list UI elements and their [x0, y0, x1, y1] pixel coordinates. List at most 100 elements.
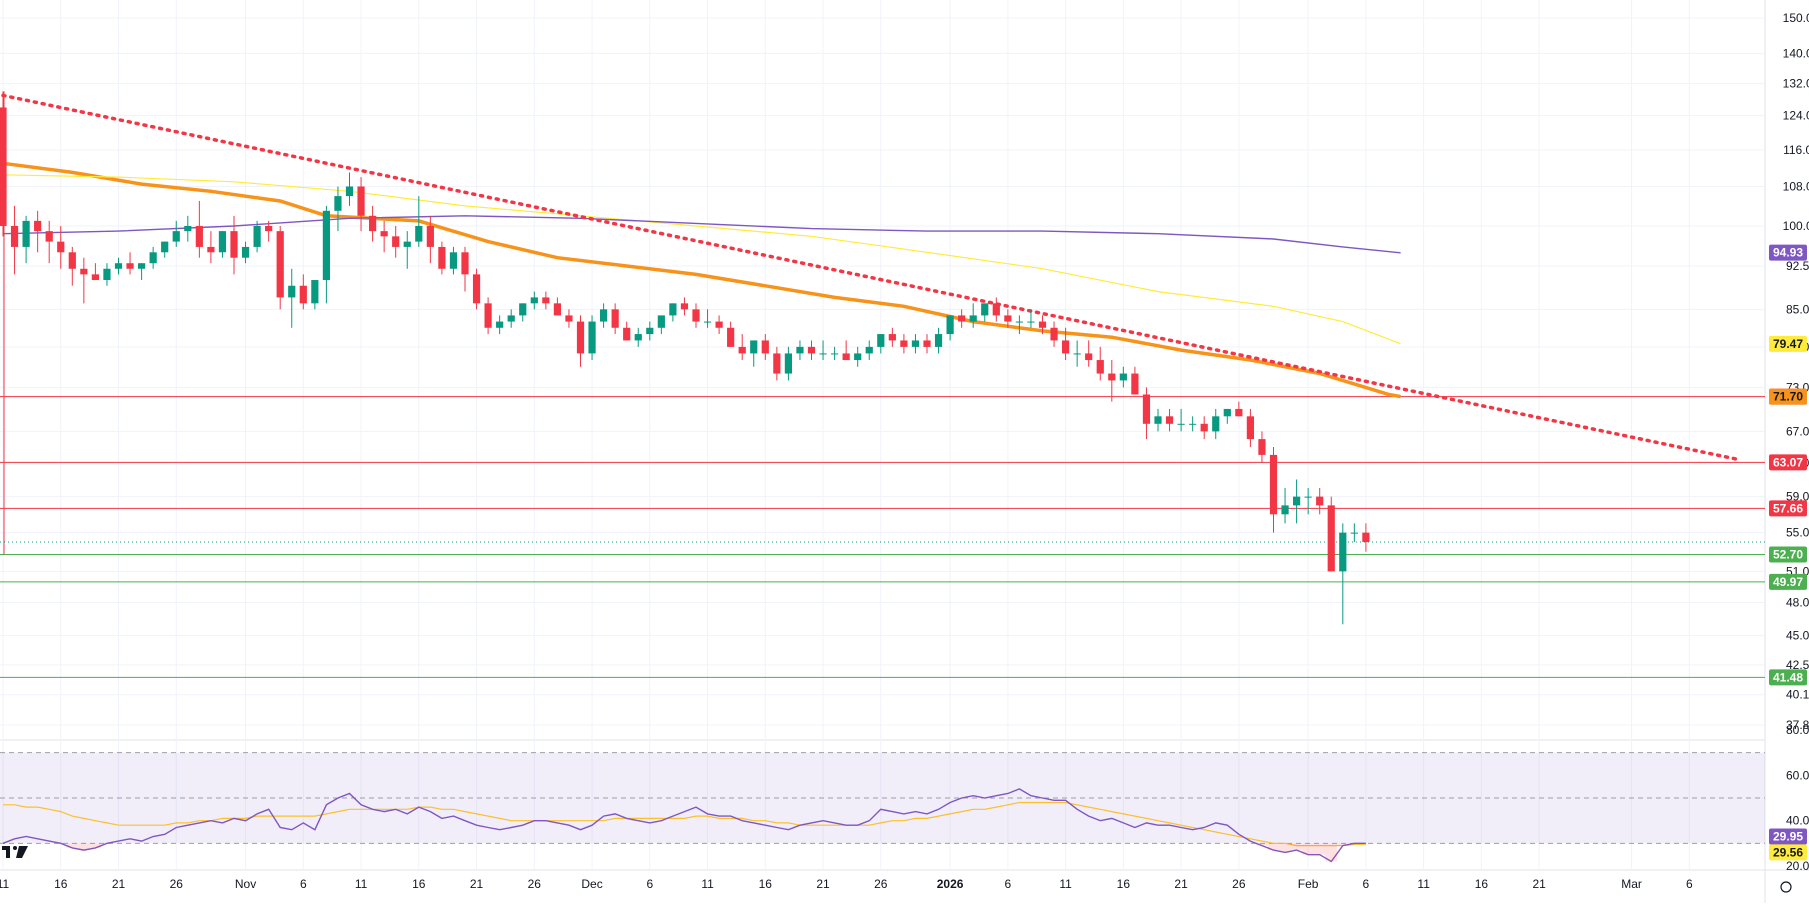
rsi-tick-label: 20.00: [1786, 859, 1809, 873]
candle-body: [161, 241, 169, 253]
badge-text: 94.93: [1773, 246, 1803, 260]
price-tick-label: 100.00: [1783, 219, 1809, 233]
date-label: 16: [1117, 877, 1131, 891]
date-label: 11: [0, 877, 10, 891]
candle: [403, 231, 411, 269]
candle: [380, 220, 388, 253]
candle-body: [1281, 505, 1289, 515]
candle-body: [1119, 373, 1127, 381]
price-tick-label: 132.00: [1783, 77, 1809, 91]
candle: [934, 327, 943, 354]
price-level-badge: 41.48: [1769, 669, 1807, 686]
candle-body: [553, 303, 561, 316]
settings-icon[interactable]: [1780, 881, 1792, 893]
date-label: 16: [412, 877, 426, 891]
badge-text: 52.70: [1773, 548, 1803, 562]
date-label: 11: [1417, 877, 1430, 891]
candle-body: [692, 309, 700, 322]
candle-body: [946, 315, 954, 335]
candle-body: [380, 231, 388, 237]
rsi-oversold-fill: [1290, 843, 1303, 851]
candle: [34, 210, 42, 253]
candle: [276, 225, 284, 310]
candle: [57, 225, 65, 269]
candle: [623, 321, 631, 341]
candle-body: [992, 303, 1000, 316]
candle: [1189, 416, 1197, 432]
moving-averages: [1, 93, 1738, 461]
candle: [1142, 387, 1151, 440]
candle-body: [1339, 532, 1347, 572]
candle: [322, 205, 330, 304]
candle: [553, 297, 561, 316]
candle: [195, 200, 203, 258]
candle-body: [657, 315, 665, 328]
candle: [184, 215, 192, 242]
candle: [45, 220, 53, 264]
date-label: Mar: [1621, 877, 1642, 891]
candle: [1258, 431, 1266, 463]
price-axis[interactable]: 150.00 140.00 132.00 124.00 116.00 108.00 100.…: [1769, 11, 1809, 873]
price-level-badge: 52.70: [1769, 546, 1807, 563]
badge-bg: [1769, 244, 1807, 261]
candle: [369, 205, 377, 242]
candle: [1119, 366, 1127, 388]
candle: [1015, 315, 1023, 335]
candle-body: [1327, 505, 1335, 572]
candle-body: [392, 236, 400, 247]
badge-bg: [1769, 546, 1807, 563]
candle-body: [288, 285, 296, 298]
sma100-line: [2, 174, 1401, 345]
rsi-oversold-fill: [1313, 843, 1326, 855]
candle-body: [1142, 394, 1151, 424]
candle: [1316, 488, 1324, 515]
price-tick-label: 55.00: [1786, 526, 1809, 540]
date-label: 21: [470, 877, 484, 891]
date-axis[interactable]: 11 16 21 26 Nov 6 11 16 21 26 Dec 6 11 16 21 26 2026 6 11 1…: [0, 877, 1792, 893]
price-tick-label: 116.00: [1783, 143, 1809, 157]
date-label: 6: [300, 877, 307, 891]
candle-body: [1015, 321, 1023, 323]
candle: [334, 186, 342, 232]
price-tick-label: 108.00: [1783, 180, 1809, 194]
candle-body: [1177, 423, 1185, 425]
candle-body: [461, 252, 469, 275]
candle: [692, 303, 700, 328]
rsi-panel: [2, 788, 1366, 863]
candle-body: [1212, 416, 1220, 432]
candle: [1131, 366, 1139, 395]
candle: [1304, 488, 1312, 515]
price-tick-label: 37.80: [1786, 718, 1809, 732]
candle-body: [680, 303, 689, 310]
candle-body: [1038, 321, 1047, 328]
candle-body: [703, 321, 712, 323]
candle: [299, 274, 307, 310]
candle: [1200, 416, 1208, 440]
candle: [784, 346, 792, 381]
candle: [345, 172, 354, 206]
rsi-badge: 29.56: [1769, 844, 1807, 861]
candle-body: [415, 225, 423, 242]
date-label: 21: [816, 877, 830, 891]
date-label: 26: [528, 877, 542, 891]
candle-body: [484, 303, 492, 328]
candle: [738, 334, 746, 361]
candle-body: [784, 353, 792, 374]
ma-badge: 79.47: [1769, 335, 1807, 352]
rsi-oversold-fill: [1267, 843, 1280, 851]
candle: [680, 297, 689, 316]
ma-badge: 71.70: [1769, 388, 1807, 405]
date-label: 21: [1532, 877, 1546, 891]
rsi-oversold-fill: [66, 843, 79, 848]
candle-body: [369, 215, 377, 232]
date-label: 6: [646, 877, 653, 891]
date-label: 26: [874, 877, 888, 891]
tradingview-logo[interactable]: [2, 846, 28, 858]
rsi-tick-label: 40.00: [1786, 814, 1809, 828]
candle: [22, 215, 30, 264]
sma50-line: [2, 161, 1401, 399]
candle-body: [634, 334, 642, 341]
candle-body: [1293, 496, 1301, 506]
